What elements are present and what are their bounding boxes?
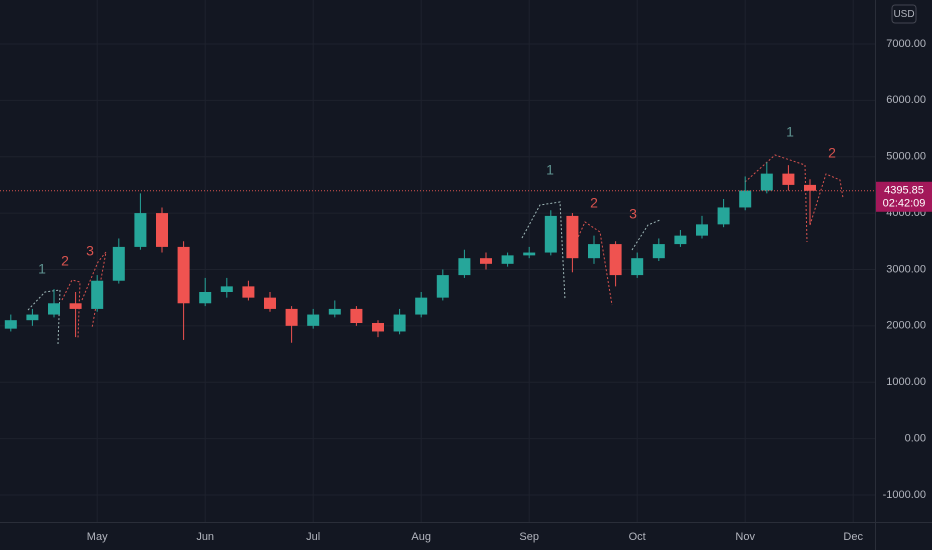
wave-annotation: 1 xyxy=(546,162,554,178)
candle-body xyxy=(523,252,536,256)
candle-body xyxy=(91,280,104,309)
candle-body xyxy=(652,244,665,259)
y-tick-label: 0.00 xyxy=(905,432,926,444)
y-tick-label: 3000.00 xyxy=(886,263,926,275)
candle-body xyxy=(4,320,17,329)
y-tick-label: -1000.00 xyxy=(883,489,926,501)
wave-line xyxy=(631,219,661,251)
candle-body xyxy=(328,308,341,315)
x-tick-label: Dec xyxy=(843,531,863,543)
wave-line xyxy=(27,289,61,345)
candle-body xyxy=(739,190,752,208)
candle-body xyxy=(804,184,816,191)
candle-body xyxy=(199,292,212,304)
candle-body xyxy=(480,258,492,264)
candle-body xyxy=(631,258,644,276)
candle-body xyxy=(436,275,449,298)
wave-annotation: 2 xyxy=(61,253,69,269)
candle-body xyxy=(717,207,730,225)
candle-body xyxy=(696,224,708,236)
candle-body xyxy=(458,258,471,276)
candle-body xyxy=(134,213,147,247)
countdown: 02:42:09 xyxy=(883,198,926,210)
candle-body xyxy=(372,323,384,332)
y-tick-label: 2000.00 xyxy=(886,320,926,332)
candle-body xyxy=(156,213,168,247)
last-price-box xyxy=(876,181,932,212)
candle-body xyxy=(220,286,233,293)
x-tick-label: Oct xyxy=(629,531,646,543)
candle-body xyxy=(782,173,795,185)
candle-body xyxy=(26,314,39,321)
wave-line xyxy=(744,154,808,243)
candle-body xyxy=(501,255,514,264)
currency-box[interactable] xyxy=(891,4,917,24)
y-tick-label: 5000.00 xyxy=(886,151,926,163)
y-tick-label: 7000.00 xyxy=(886,38,926,50)
candle-body xyxy=(609,244,622,276)
candle-body xyxy=(415,297,428,315)
candle-body xyxy=(350,308,363,324)
wave-annotation: 3 xyxy=(629,206,637,222)
wave-annotation: 1 xyxy=(786,124,794,140)
x-tick-label: Aug xyxy=(411,531,431,543)
x-tick-label: Sep xyxy=(519,531,539,543)
wave-annotation: 2 xyxy=(828,145,836,161)
candle-body xyxy=(264,297,276,309)
candle-body xyxy=(112,246,125,281)
x-tick-label: Jul xyxy=(306,531,320,543)
candle-body xyxy=(544,215,557,253)
candle-body xyxy=(48,303,60,315)
x-tick-label: Jun xyxy=(196,531,214,543)
y-tick-label: 6000.00 xyxy=(886,94,926,106)
candle-body xyxy=(242,286,255,298)
last-price-label: 4395.85 xyxy=(884,185,924,197)
wave-annotation: 2 xyxy=(590,195,598,211)
candle-body xyxy=(566,215,579,259)
wave-annotation: 3 xyxy=(86,243,94,259)
candle-body xyxy=(588,244,600,259)
y-tick-label: 1000.00 xyxy=(886,376,926,388)
candle-body xyxy=(307,314,320,326)
candle-body xyxy=(177,246,190,304)
candle-body xyxy=(69,303,82,309)
currency: USD xyxy=(893,9,914,20)
candle-body xyxy=(760,173,773,191)
x-tick-label: May xyxy=(87,531,108,543)
wave-annotation: 1 xyxy=(38,261,46,277)
candle-body xyxy=(285,308,298,326)
wave-line xyxy=(569,221,613,306)
candle-body xyxy=(393,314,406,332)
x-tick-label: Nov xyxy=(735,531,755,543)
candle-body xyxy=(674,235,687,245)
wave-line xyxy=(809,173,844,226)
